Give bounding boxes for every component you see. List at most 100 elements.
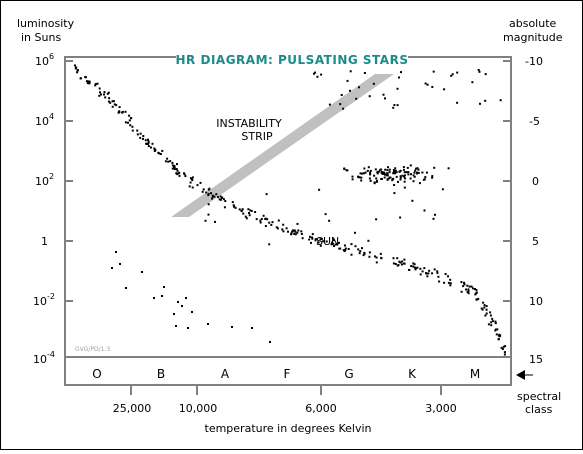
- star-point: [311, 236, 313, 239]
- star-point: [380, 172, 383, 175]
- star-point: [223, 206, 226, 209]
- star-point: [191, 176, 194, 179]
- star-point: [427, 272, 430, 275]
- star-point: [421, 270, 424, 273]
- star-point: [463, 281, 465, 284]
- star-point: [460, 281, 463, 284]
- star-point: [331, 241, 334, 244]
- star-point: [383, 172, 386, 174]
- spectral-class-a: A: [221, 367, 230, 381]
- star-point: [414, 268, 417, 271]
- title-background: [176, 49, 408, 65]
- star-point: [264, 225, 267, 227]
- star-point: [266, 218, 269, 221]
- star-points: [74, 64, 507, 356]
- star-point: [319, 244, 322, 247]
- star-point: [416, 167, 419, 170]
- star-point: [447, 167, 450, 170]
- star-point: [466, 284, 469, 287]
- star-point: [403, 186, 406, 189]
- star-point: [369, 173, 372, 176]
- star-point: [438, 280, 441, 283]
- star-point: [211, 197, 213, 200]
- star-point: [424, 176, 427, 179]
- star-point: [319, 238, 322, 241]
- star-point: [363, 251, 366, 254]
- star-point: [294, 230, 297, 233]
- star-point: [103, 93, 105, 96]
- star-point: [233, 205, 236, 208]
- star-point: [310, 241, 312, 244]
- star-point: [468, 285, 471, 288]
- star-point: [175, 325, 177, 327]
- star-point: [360, 179, 363, 182]
- star-point: [407, 173, 410, 176]
- star-point: [361, 172, 364, 175]
- star-point: [401, 260, 404, 263]
- star-point: [484, 314, 487, 317]
- star-point: [434, 213, 436, 216]
- star-point: [423, 267, 426, 270]
- star-point: [393, 184, 396, 186]
- star-point: [74, 64, 76, 67]
- star-point: [207, 192, 210, 195]
- spectral-class-k: K: [408, 367, 417, 381]
- spectral-class-m: M: [470, 367, 480, 381]
- star-point: [259, 219, 262, 222]
- star-point: [358, 252, 361, 255]
- star-point: [424, 82, 427, 85]
- star-point: [344, 249, 347, 252]
- right-axis-label-line2: magnitude: [503, 31, 563, 44]
- star-point: [419, 273, 422, 276]
- star-point: [483, 306, 486, 309]
- star-point: [129, 124, 132, 127]
- star-point: [408, 269, 411, 271]
- star-point: [399, 176, 402, 179]
- star-point: [472, 287, 474, 290]
- star-point: [414, 267, 417, 270]
- star-point: [398, 170, 401, 173]
- star-point: [282, 230, 285, 233]
- star-point: [205, 191, 208, 194]
- star-point: [391, 179, 394, 182]
- star-point: [392, 262, 395, 265]
- star-point: [399, 261, 402, 264]
- star-point: [199, 181, 202, 184]
- star-point: [432, 70, 435, 73]
- star-point: [224, 200, 227, 202]
- star-point: [76, 69, 79, 72]
- star-point: [359, 176, 362, 179]
- star-point: [386, 169, 389, 172]
- star-point: [119, 263, 121, 265]
- star-point: [118, 111, 121, 114]
- star-point: [217, 196, 220, 199]
- star-point: [392, 177, 395, 180]
- star-point: [296, 231, 299, 234]
- star-point: [501, 348, 504, 350]
- star-point: [311, 233, 314, 236]
- star-point: [255, 218, 258, 221]
- star-point: [398, 260, 401, 263]
- star-point: [222, 198, 225, 201]
- star-point: [463, 283, 466, 286]
- star-point: [151, 142, 154, 145]
- star-point: [188, 185, 191, 188]
- star-point: [219, 195, 222, 198]
- lum-label-1e-4-exp: -4: [47, 350, 55, 359]
- star-point: [415, 167, 417, 170]
- star-point: [147, 142, 150, 145]
- star-point: [407, 171, 410, 174]
- star-point: [111, 100, 114, 103]
- star-point: [207, 194, 210, 197]
- star-point: [375, 177, 378, 180]
- x-axis-label: temperature in degrees Kelvin: [205, 422, 372, 435]
- lum-label-1-base: 1: [41, 235, 48, 248]
- star-point: [147, 140, 150, 143]
- star-point: [213, 195, 216, 198]
- star-point: [300, 230, 303, 233]
- star-point: [368, 177, 371, 180]
- star-point: [219, 198, 222, 201]
- star-point: [380, 168, 383, 171]
- star-point: [403, 171, 406, 174]
